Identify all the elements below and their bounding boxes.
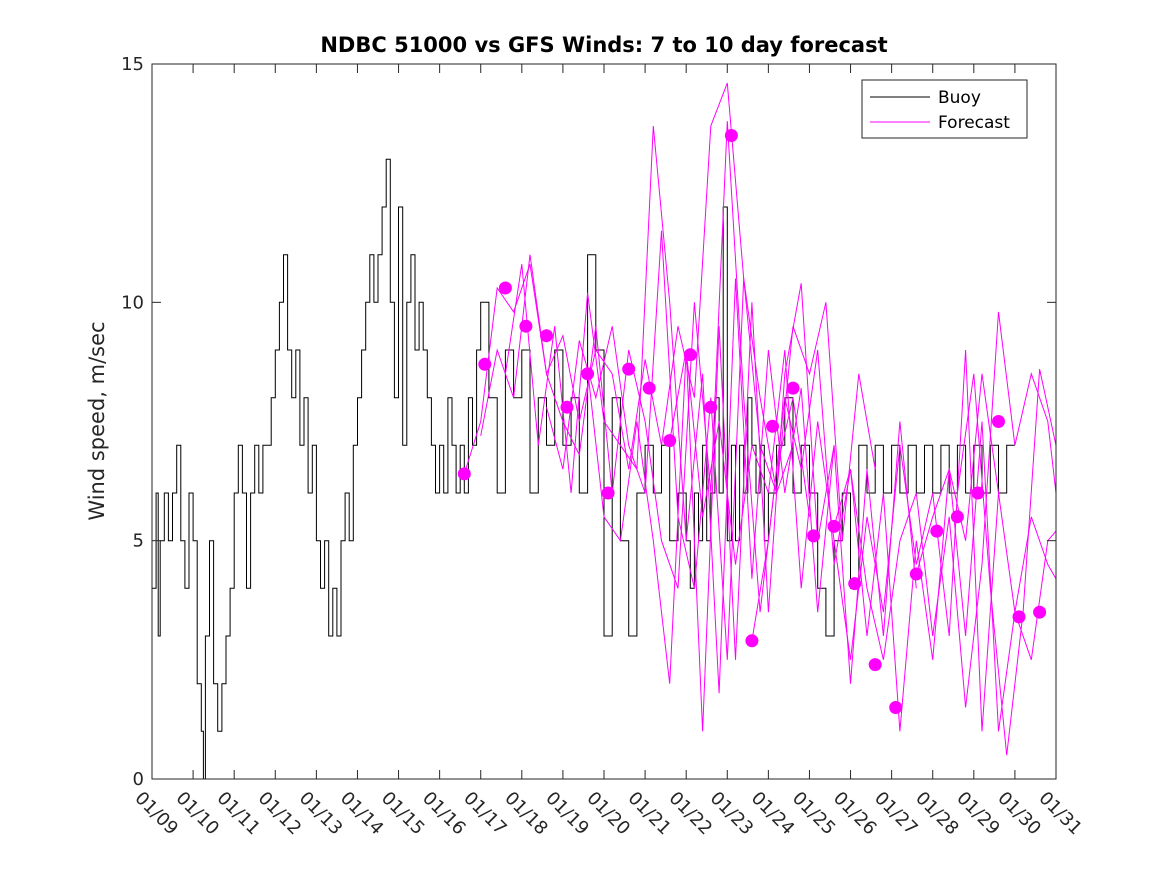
buoy-series-line	[152, 158, 1015, 780]
forecast-point	[457, 467, 471, 481]
forecast-point	[745, 634, 759, 648]
y-tick-label: 15	[121, 54, 144, 75]
forecast-point	[478, 357, 492, 371]
forecast-point	[1033, 605, 1047, 619]
forecast-point	[683, 348, 697, 362]
legend-box	[861, 79, 1028, 139]
forecast-point	[992, 415, 1005, 428]
forecast-point	[889, 701, 903, 714]
forecast-point	[601, 486, 615, 500]
legend: Buoy Forecast	[861, 79, 1028, 139]
forecast-run-line-1	[463, 82, 794, 494]
forecast-point	[827, 519, 841, 533]
forecast-point	[950, 510, 964, 524]
forecast-run-line-6	[669, 349, 999, 732]
y-axis: 0 5 10 15	[121, 54, 1056, 790]
forecast-point	[663, 434, 677, 448]
forecast-run-line-5	[587, 283, 917, 732]
forecast-point	[868, 658, 882, 672]
plot-area	[152, 82, 1057, 780]
forecast-point	[786, 381, 800, 395]
forecast-point	[560, 400, 574, 414]
forecast-point	[724, 129, 738, 142]
y-tick-label: 5	[133, 531, 144, 552]
forecast-point	[704, 400, 718, 414]
forecast-point	[909, 567, 923, 581]
forecast-point	[498, 281, 512, 295]
forecast-run-line-8	[833, 311, 1057, 708]
y-axis-label: Wind speed, m/sec	[85, 321, 109, 520]
chart-title: NDBC 51000 vs GFS Winds: 7 to 10 day for…	[320, 33, 887, 57]
legend-forecast-label: Forecast	[938, 113, 1010, 133]
forecast-point	[766, 419, 779, 433]
y-tick-label: 10	[121, 292, 144, 313]
forecast-run-line-10	[956, 368, 1057, 756]
y-tick-label: 0	[133, 769, 144, 790]
forecast-run-line-7	[751, 349, 1057, 732]
forecast-point	[540, 329, 553, 343]
forecast-point	[807, 529, 821, 543]
forecast-point	[642, 381, 656, 395]
forecast-run-line-4	[546, 230, 876, 660]
forecast-point	[622, 362, 636, 376]
forecast-point	[848, 577, 862, 591]
legend-buoy-label: Buoy	[938, 88, 981, 108]
forecast-point	[1012, 610, 1026, 624]
forecast-point	[971, 486, 985, 500]
forecast-point	[519, 319, 533, 333]
forecast-run-line-9	[915, 373, 1057, 660]
forecast-point	[581, 367, 595, 381]
forecast-point	[930, 524, 944, 538]
